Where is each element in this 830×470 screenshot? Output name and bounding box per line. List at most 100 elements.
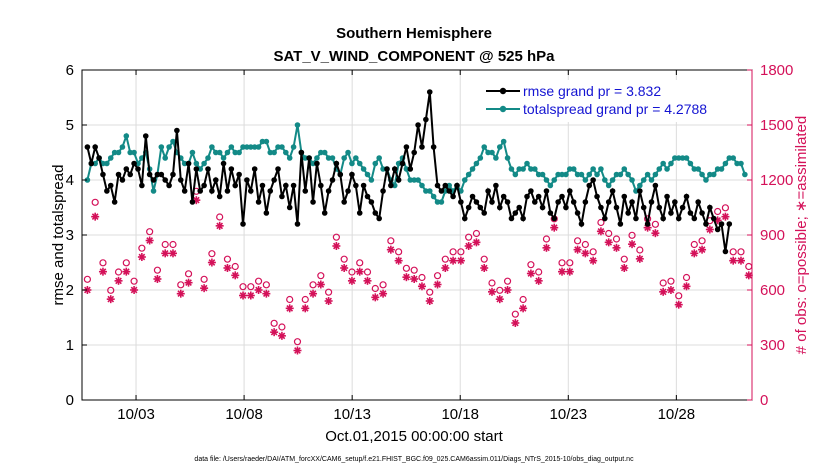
spread-point [477, 155, 484, 161]
rmse-point [656, 204, 663, 211]
obs-possible-point [682, 273, 691, 282]
obs-possible-point [573, 237, 582, 245]
obs-possible-point [114, 268, 123, 276]
spread-point [508, 166, 515, 172]
rmse-point [559, 193, 565, 200]
spread-point [691, 166, 698, 172]
rmse-point [512, 210, 519, 216]
obs-possible-point [636, 246, 644, 254]
rmse-series [84, 89, 733, 255]
obs-assimilated-point [394, 256, 403, 265]
obs-possible-point [426, 288, 434, 296]
obs-assimilated-point [130, 286, 139, 294]
rmse-point [609, 188, 616, 194]
spread-point [644, 171, 651, 178]
rmse-point [96, 155, 102, 161]
spread-point [259, 138, 266, 145]
obs-possible-point [146, 228, 154, 236]
obs-possible-point [737, 248, 745, 256]
obs-possible-point [589, 248, 597, 256]
spread-point [84, 177, 91, 183]
obs-assimilated-point [114, 276, 123, 285]
spread-point [714, 166, 721, 172]
y2-axis-label: # of obs: o=possible; ∗=assimilated [793, 116, 810, 355]
rmse-point [306, 155, 312, 161]
spread-point [255, 144, 262, 150]
rmse-point [84, 144, 91, 150]
rmse-point [205, 166, 211, 172]
spread-point [302, 155, 309, 161]
rmse-point [302, 188, 309, 194]
spread-point [559, 171, 565, 178]
rmse-point [240, 221, 246, 227]
obs-possible-point [675, 292, 683, 300]
obs-assimilated-point [293, 346, 302, 355]
obs-possible-point [659, 279, 667, 287]
spread-point [430, 193, 437, 200]
rmse-point [247, 188, 254, 194]
spread-point [220, 155, 227, 161]
spread-point [578, 171, 585, 178]
obs-possible-point [721, 204, 730, 212]
spread-point [403, 166, 410, 172]
spread-point [162, 155, 169, 161]
rmse-point [707, 204, 713, 211]
obs-assimilated-point [137, 253, 146, 261]
rmse-point [345, 188, 351, 194]
obs-assimilated-point [558, 267, 567, 276]
rmse-point [310, 199, 316, 205]
legend-rmse-label: rmse grand pr = 3.832 [523, 83, 661, 99]
obs-possible-point [714, 207, 722, 216]
obs-possible-point [293, 338, 302, 346]
rmse-point [461, 215, 468, 222]
spread-point [391, 182, 398, 189]
rmse-point [567, 188, 573, 194]
spread-point [504, 155, 511, 161]
spread-point [563, 171, 569, 178]
obs-assimilated-point [433, 280, 442, 289]
spread-point [543, 177, 550, 183]
spread-point [586, 171, 593, 178]
grid [82, 70, 752, 400]
spread-point [738, 160, 744, 167]
rmse-point [450, 193, 456, 200]
spread-point [419, 182, 425, 189]
obs-possible-point [527, 261, 535, 269]
spread-point [637, 182, 643, 189]
rmse-point [574, 210, 581, 216]
obs-possible-point [262, 281, 270, 289]
spread-point [531, 166, 538, 172]
spread-point [574, 171, 581, 178]
obs-assimilated-point [270, 328, 279, 337]
rmse-point [236, 171, 242, 178]
legend-spread-label: totalspread grand pr = 4.2788 [523, 101, 707, 117]
obs-assimilated-point [168, 249, 177, 258]
rmse-point [127, 171, 133, 178]
obs-possible-point [387, 237, 395, 245]
spread-point [325, 155, 332, 161]
spread-point [415, 177, 421, 183]
obs-assimilated-point [596, 227, 605, 236]
spread-point [500, 138, 507, 145]
obs-possible-point [153, 266, 162, 274]
obs-assimilated-point [332, 242, 341, 250]
rmse-point [590, 177, 596, 183]
obs-possible-point [216, 213, 224, 221]
spread-point [683, 155, 690, 161]
obs-assimilated-point [402, 273, 411, 282]
obs-assimilated-point [511, 319, 520, 327]
rmse-point [691, 215, 698, 222]
spread-point [107, 155, 114, 161]
spread-point [516, 166, 523, 172]
spread-point [590, 166, 596, 172]
obs-assimilated-point [519, 304, 528, 313]
rmse-point [423, 116, 429, 123]
spread-point [368, 177, 375, 183]
x-tick-label: 10/03 [117, 406, 155, 423]
spread-point [263, 138, 270, 145]
legend: rmse grand pr = 3.832 totalspread grand … [482, 80, 750, 122]
spread-point [104, 160, 110, 167]
spread-point [656, 166, 663, 172]
rmse-point [434, 182, 441, 189]
rmse-point [298, 149, 305, 156]
